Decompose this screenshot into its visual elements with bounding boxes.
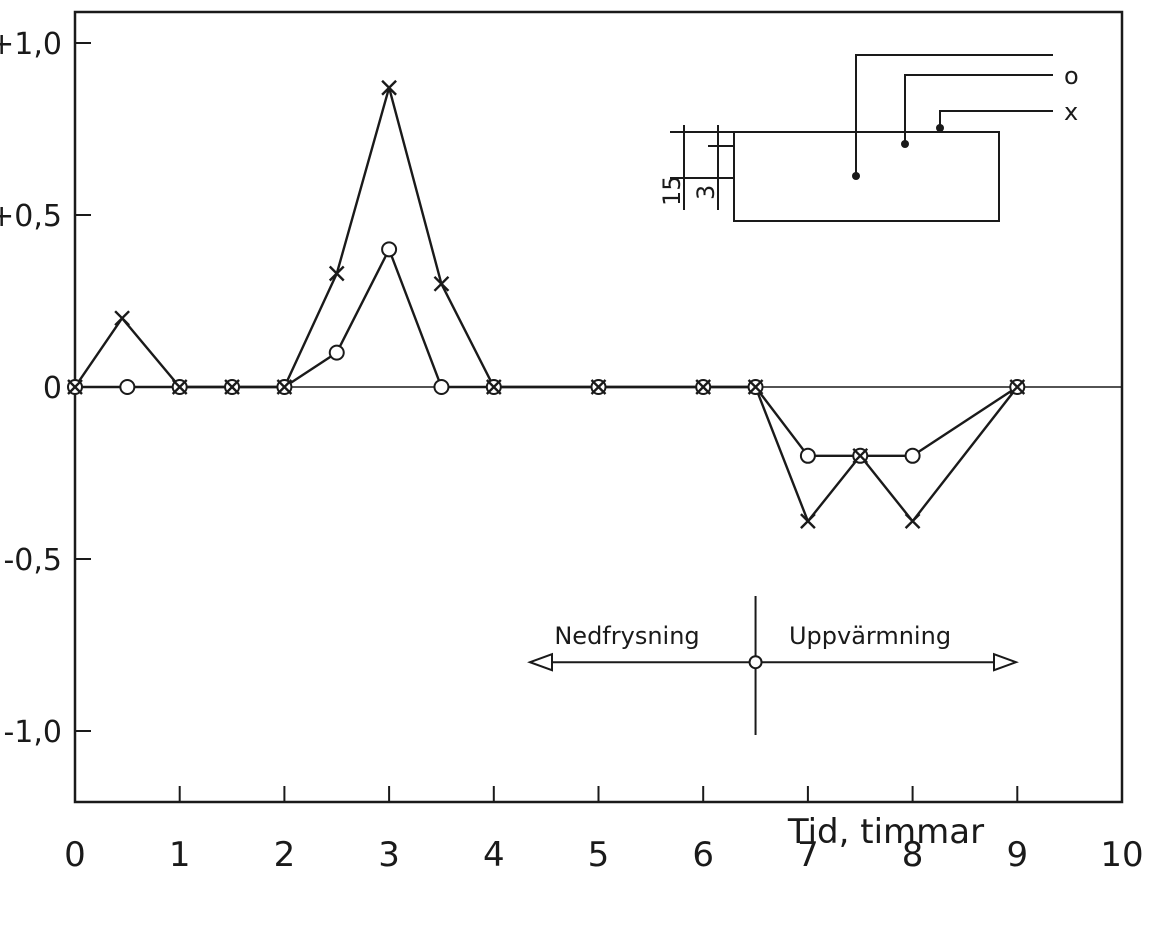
data-point-o	[328, 344, 345, 361]
y-tick-label: 0	[43, 371, 62, 406]
cross-stroke	[747, 379, 764, 395]
cross-stroke	[67, 379, 83, 395]
cross-stroke	[114, 310, 130, 327]
cross-stroke	[433, 275, 450, 292]
y-tick-label: +0,5	[0, 199, 62, 234]
series-line-x	[74, 86, 1019, 523]
data-point-x	[171, 379, 188, 395]
inset-probe-deep-lead	[855, 54, 1053, 176]
data-point-x	[904, 513, 921, 530]
data-point-x	[747, 379, 764, 395]
data-point-x	[328, 265, 345, 282]
plot-border	[73, 10, 1124, 804]
data-point-o	[799, 447, 816, 464]
x-tick-label: 8	[902, 835, 924, 875]
x-tick-label: 3	[378, 835, 400, 875]
x-tick-label: 9	[1006, 835, 1028, 875]
probe-inset-diagram: ox 15 3	[658, 54, 1079, 222]
phase-annotation: Nedfrysning Uppvärmning	[527, 596, 1019, 735]
cross-stroke	[328, 265, 345, 282]
x-tick-label: 10	[1100, 835, 1143, 875]
data-point-o	[119, 379, 136, 395]
cross-stroke	[695, 379, 712, 395]
dim-label-outer: 15	[658, 175, 686, 206]
x-tick-label: 5	[588, 835, 610, 875]
data-point-o	[904, 447, 921, 464]
inset-probe-deep	[852, 172, 860, 180]
y-tick-label: +1,0	[0, 27, 62, 62]
cross-stroke	[276, 379, 293, 395]
data-point-x	[381, 79, 397, 96]
cross-stroke	[1009, 379, 1026, 395]
data-point-x	[485, 379, 502, 395]
y-tick-label: -0,5	[3, 543, 62, 578]
data-point-x	[224, 379, 240, 395]
phase-label-left: Nedfrysning	[554, 622, 699, 650]
data-point-o	[433, 379, 450, 395]
inset-probe-mid-lead	[904, 74, 1053, 144]
cross-stroke	[171, 379, 188, 395]
cross-stroke	[224, 379, 240, 395]
inset-probe-mid	[901, 140, 909, 148]
data-point-x	[695, 379, 712, 395]
phase-label-right: Uppvärmning	[789, 622, 951, 650]
data-point-x	[114, 310, 130, 327]
x-tick-label: 7	[797, 835, 819, 875]
series-layer	[67, 79, 1026, 530]
data-point-x	[1009, 379, 1026, 395]
inset-probe-top-lead	[939, 110, 1053, 128]
y-tick-label: -1,0	[3, 715, 62, 750]
data-point-x	[852, 447, 869, 464]
phase-marker	[748, 655, 763, 670]
cross-stroke	[590, 379, 607, 395]
data-point-x	[433, 275, 450, 292]
dim-label-inner: 3	[692, 185, 720, 200]
data-point-x	[276, 379, 293, 395]
cross-stroke	[904, 513, 921, 530]
arrow-left-head	[527, 652, 553, 672]
plot-frame	[73, 10, 1124, 804]
x-tick-label: 4	[483, 835, 505, 875]
x-axis-label: Tid, timmar	[787, 812, 984, 852]
x-axis-ticks: 0 1 2 3 4 5 6 7 8 9 10	[64, 786, 1144, 875]
cross-stroke	[852, 447, 869, 464]
cross-stroke	[800, 513, 816, 530]
inset-label-o: o	[1064, 62, 1079, 90]
x-tick-label: 2	[274, 835, 296, 875]
inset-label-x: x	[1064, 98, 1078, 126]
x-tick-label: 6	[692, 835, 714, 875]
series-line-o	[75, 248, 1018, 457]
cross-stroke	[381, 79, 397, 96]
cross-stroke	[485, 379, 502, 395]
y-axis-ticks: +1,0 +0,5 0 -0,5 -1,0	[0, 27, 91, 750]
inset-specimen-block	[733, 131, 1000, 222]
inset-probe-top	[936, 124, 944, 132]
data-point-x	[67, 379, 83, 395]
data-point-o	[381, 241, 398, 258]
x-tick-label: 1	[169, 835, 191, 875]
x-tick-label: 0	[64, 835, 86, 875]
arrow-right-head	[993, 652, 1019, 672]
data-point-x	[800, 513, 816, 530]
data-point-x	[590, 379, 607, 395]
